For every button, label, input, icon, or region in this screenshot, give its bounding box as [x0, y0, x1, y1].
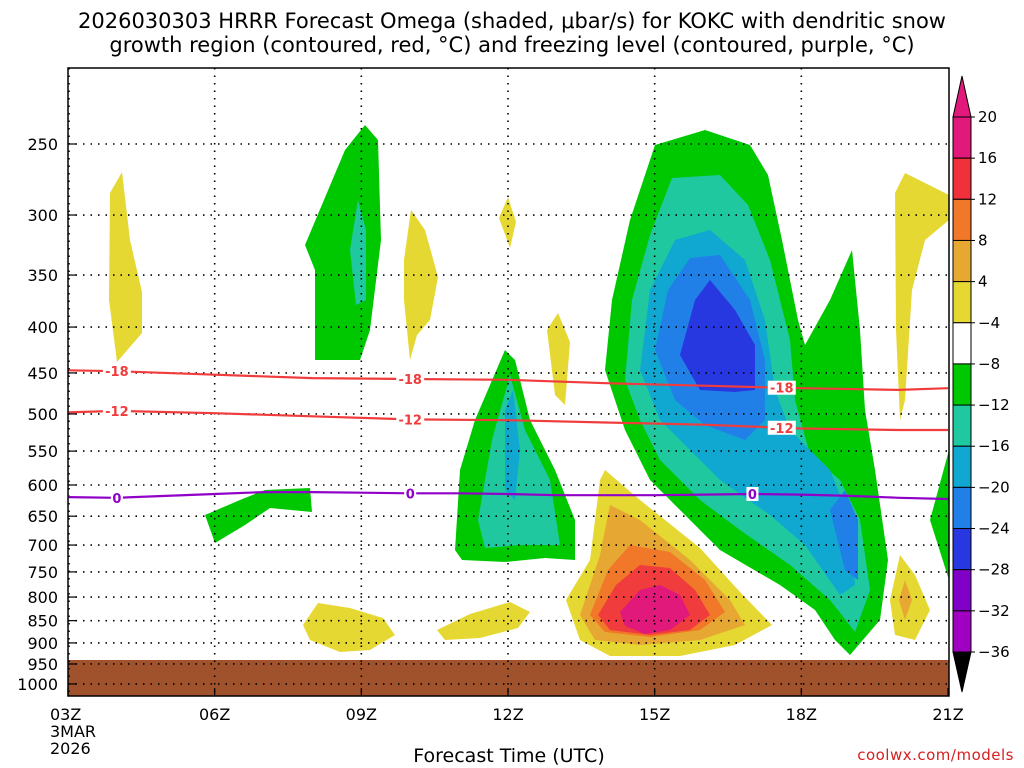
- colorbar-box-5: [952, 322, 972, 365]
- y-tick-label-750: 750: [27, 563, 58, 582]
- colorbar-label-8: −16: [978, 437, 1010, 455]
- contour-label-bg-2-2: [746, 486, 759, 501]
- contour-label-bg-1-2: [767, 420, 796, 435]
- contour-label-0-2: -18: [770, 382, 794, 397]
- contour-label-1-1: -12: [398, 413, 422, 428]
- contour-label-2-2: 0: [748, 488, 757, 503]
- colorbar-box-4: [952, 281, 972, 324]
- ground-top-edge: [68, 660, 949, 696]
- y-tick-label-350: 350: [27, 266, 58, 285]
- credit-text: coolwx.com/models: [857, 746, 1014, 764]
- contour-line-2: [67, 491, 949, 501]
- x-axis-label: Forecast Time (UTC): [413, 745, 605, 767]
- colorbar-label-12: −32: [978, 602, 1010, 620]
- contour-label-bg-0-1: [396, 371, 425, 386]
- y-tick-label-400: 400: [27, 318, 58, 337]
- y-tick-label-600: 600: [27, 476, 58, 495]
- contour-label-0-0: -18: [105, 365, 129, 380]
- colorbar-label-1: 16: [978, 149, 997, 167]
- colorbar-box-8: [952, 445, 972, 488]
- colorbar-label-3: 8: [978, 231, 988, 249]
- contour-label-1-2: -12: [770, 422, 794, 437]
- colorbar-box-9: [952, 486, 972, 530]
- x-tick-label-21Z: 21Z: [932, 705, 963, 724]
- contour-line-0: [67, 369, 949, 392]
- temperature-contours: -18 -18 -18 -12 -12 -12 0 0 0: [67, 364, 949, 507]
- colorbar-label-7: −12: [978, 396, 1010, 414]
- y-tick-label-300: 300: [27, 206, 58, 225]
- contour-label-1-0: -12: [105, 405, 129, 420]
- colorbar-label-13: −36: [978, 643, 1010, 661]
- y-axis: 250 300 350 400 450 500 550 600 650 700 750 800 850 9…: [17, 135, 76, 694]
- colorbar-bottom-arrow: [952, 651, 972, 693]
- contour-label-0-1: -18: [398, 373, 422, 388]
- contour-line-1: [67, 409, 948, 432]
- colorbar-box-6: [952, 363, 972, 406]
- contour-label-bg-1-0: [102, 403, 131, 418]
- contour-label-2-0: 0: [112, 492, 121, 507]
- x-tick-label-03Z: 03Z: [50, 705, 81, 724]
- y-tick-label-500: 500: [27, 405, 58, 424]
- x-start-date-line2: 2026: [50, 739, 91, 758]
- colorbar-box-10: [952, 528, 972, 571]
- y-tick-label-700: 700: [27, 536, 58, 555]
- contour-label-bg-1-1: [396, 412, 425, 427]
- omega-fill-negative-24: [680, 280, 755, 392]
- x-tick-label-12Z: 12Z: [492, 705, 523, 724]
- x-tick-label-06Z: 06Z: [199, 705, 230, 724]
- colorbar-label-9: −20: [978, 478, 1010, 496]
- contour-label-bg-2-0: [110, 490, 123, 505]
- contour-label-bg-2-1: [404, 486, 417, 501]
- colorbar-label-4: 4: [978, 273, 988, 291]
- colorbar-box-11: [952, 569, 972, 612]
- x-start-date-line1: 3MAR: [50, 722, 96, 741]
- contour-label-bg-0-0: [102, 364, 131, 379]
- y-tick-label-1000: 1000: [17, 675, 58, 694]
- colorbar-label-6: −8: [978, 355, 1000, 373]
- colorbar-box-3: [952, 239, 972, 283]
- colorbar-box-0: [952, 116, 972, 159]
- y-tick-label-250: 250: [27, 135, 58, 154]
- colorbar-box-2: [952, 198, 972, 241]
- colorbar-label-11: −28: [978, 561, 1010, 579]
- y-tick-label-950: 950: [27, 655, 58, 674]
- y-tick-label-550: 550: [27, 442, 58, 461]
- colorbar-top-arrow: [952, 75, 972, 118]
- chart-title-line1: 2026030303 HRRR Forecast Omega (shaded, …: [78, 9, 946, 33]
- x-tick-label-18Z: 18Z: [786, 705, 817, 724]
- colorbar: 20 16 12 8 4 −4 −8 −12 −16 −20 −24 −28 −32 −36: [952, 75, 1010, 693]
- y-tick-label-800: 800: [27, 588, 58, 607]
- x-tick-label-15Z: 15Z: [639, 705, 670, 724]
- colorbar-box-12: [952, 610, 972, 653]
- colorbar-label-5: −4: [978, 314, 1000, 332]
- contour-label-2-1: 0: [406, 487, 415, 502]
- y-tick-label-650: 650: [27, 507, 58, 526]
- y-tick-label-850: 850: [27, 612, 58, 631]
- y-tick-label-450: 450: [27, 364, 58, 383]
- colorbar-label-2: 12: [978, 190, 997, 208]
- contour-label-bg-0-2: [767, 380, 796, 395]
- colorbar-box-7: [952, 404, 972, 447]
- colorbar-label-10: −24: [978, 520, 1010, 538]
- colorbar-box-1: [952, 157, 972, 200]
- chart-title-line2: growth region (contoured, red, °C) and f…: [109, 33, 915, 57]
- y-tick-label-900: 900: [27, 634, 58, 653]
- x-tick-label-09Z: 09Z: [346, 705, 377, 724]
- colorbar-label-0: 20: [978, 108, 997, 126]
